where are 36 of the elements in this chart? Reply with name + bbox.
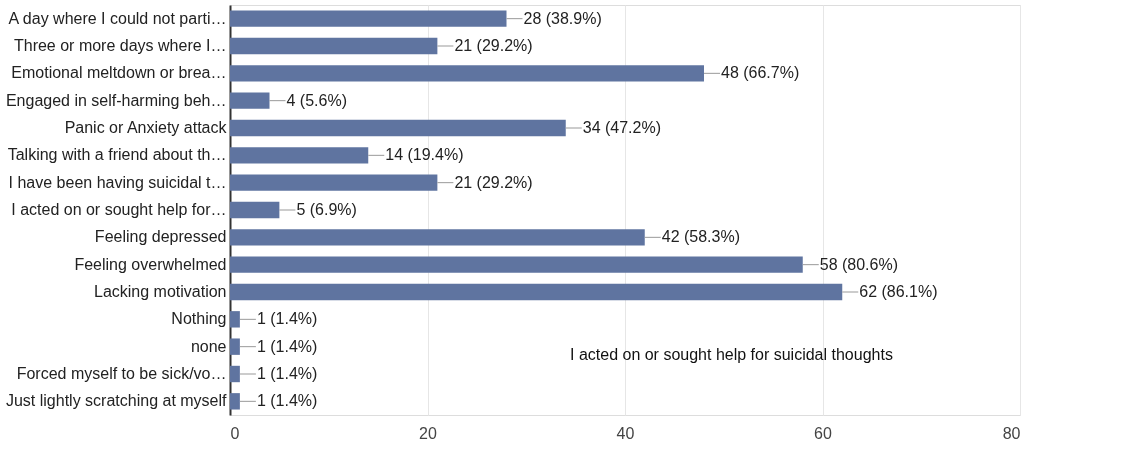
data-label: 1 (1.4%): [256, 365, 318, 382]
data-label: 62 (86.1%): [859, 283, 938, 300]
data-label: 14 (19.4%): [385, 146, 464, 164]
y-tick-label: Feeling depressed: [94, 228, 227, 246]
y-tick-label: Lacking motivation: [93, 283, 227, 300]
y-tick-label: Emotional meltdown or brea…: [11, 64, 227, 82]
annotation: I acted on or sought help for suicidal thoughts: [570, 346, 893, 363]
data-label: 48 (66.7%): [721, 64, 800, 82]
y-tick-label: none: [190, 337, 227, 355]
data-label: 58 (80.6%): [819, 255, 899, 273]
y-tick-label: Just lightly scratching at myself: [5, 392, 228, 410]
y-tick-label: A day where I could not parti…: [8, 9, 227, 27]
data-label: 4 (5.6%): [286, 91, 347, 109]
y-tick-label: I have been having suicidal t…: [8, 173, 227, 191]
y-tick-label: Talking with a friend about th…: [7, 146, 227, 164]
data-label: 28 (38.9%): [523, 9, 602, 27]
data-label: 21 (29.2%): [454, 37, 533, 54]
data-label: 1 (1.4%): [256, 310, 318, 328]
y-tick-label: Feeling overwhelmed: [74, 255, 227, 273]
x-tick-label: 40: [616, 424, 635, 442]
x-tick-label: 60: [814, 424, 832, 442]
data-label: 1 (1.4%): [256, 337, 318, 355]
data-label: 34 (47.2%): [582, 119, 662, 136]
data-label: 5 (6.9%): [296, 201, 357, 218]
x-tick-label: 20: [419, 424, 437, 442]
data-label: 1 (1.4%): [256, 392, 318, 410]
x-tick-label: 80: [1002, 424, 1021, 442]
y-tick-label: Three or more days where I…: [13, 37, 227, 54]
data-label: 42 (58.3%): [661, 228, 741, 246]
y-tick-label: I acted on or sought help for…: [11, 201, 227, 218]
y-tick-label: Panic or Anxiety attack: [64, 119, 228, 136]
x-tick-label: 0: [230, 424, 240, 442]
y-tick-label: Forced myself to be sick/vo…: [16, 365, 227, 382]
data-label: 21 (29.2%): [454, 173, 533, 191]
y-tick-label: Nothing: [171, 310, 227, 328]
y-tick-label: Engaged in self-harming beh…: [5, 91, 227, 109]
